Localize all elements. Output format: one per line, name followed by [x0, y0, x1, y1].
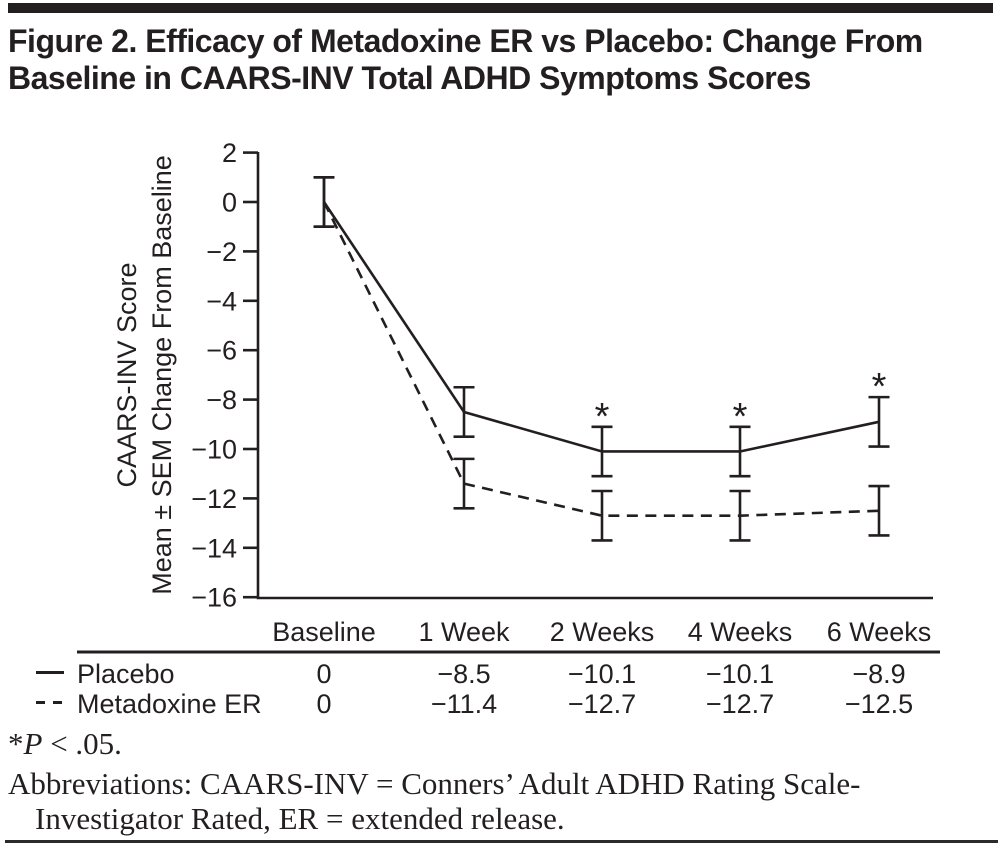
metadoxine-er-legend-line: [36, 701, 64, 704]
abbreviations-note: Abbreviations: CAARS-INV = Conners’ Adul…: [8, 766, 998, 836]
y-axis-title-line: Mean ± SEM Change From Baseline: [147, 155, 177, 595]
asterisk-symbol: *: [8, 726, 24, 761]
table-row-metadoxine-er: Metadoxine ER 0 −11.4 −12.7 −12.7 −12.5: [0, 689, 1003, 719]
figure-title: Figure 2. Efficacy of Metadoxine ER vs P…: [8, 23, 998, 97]
series-name-placebo: Placebo: [77, 659, 175, 689]
abbrev-line-2: Investigator Rated, ER = extended releas…: [35, 801, 565, 836]
table-cell: −10.1: [567, 659, 637, 689]
footer-rule: [5, 840, 998, 843]
y-tick-label: −12: [191, 484, 237, 514]
series-name-metadoxine-er: Metadoxine ER: [77, 689, 262, 719]
x-tick-label: 4 Weeks: [688, 617, 793, 647]
table-cell: −8.9: [852, 659, 906, 689]
y-tick-label: −6: [206, 336, 237, 366]
significance-asterisk: *: [733, 396, 748, 438]
y-tick-label: −2: [206, 237, 237, 267]
y-tick-label: 0: [222, 188, 237, 218]
x-tick-label: 2 Weeks: [550, 617, 655, 647]
table-cell: −11.4: [430, 689, 498, 719]
placebo-legend-line: [36, 671, 64, 674]
header-rule: [8, 3, 993, 13]
abbrev-line-1: Abbreviations: CAARS-INV = Conners’ Adul…: [8, 766, 861, 801]
y-tick-label: −14: [191, 533, 237, 563]
significance-note: *P < .05.: [8, 727, 122, 761]
table-cell: −10.1: [705, 659, 775, 689]
y-tick-label: −8: [206, 385, 237, 415]
table-cell: −12.7: [567, 689, 637, 719]
table-cell: 0: [316, 659, 332, 689]
figure-title-line-2: Baseline in CAARS-INV Total ADHD Symptom…: [8, 60, 811, 96]
p-threshold: < .05.: [42, 726, 122, 761]
significance-asterisk: *: [872, 366, 887, 408]
significance-asterisk: *: [595, 396, 610, 438]
placebo-line: [322, 201, 880, 453]
y-axis-title-line: CAARS-INV Score: [112, 262, 142, 487]
table-row-placebo: Placebo 0 −8.5 −10.1 −10.1 −8.9: [0, 659, 1003, 689]
y-tick-label: −16: [191, 583, 237, 613]
x-tick-label: Baseline: [272, 617, 376, 647]
p-symbol: P: [23, 726, 43, 761]
y-tick-label: −4: [206, 286, 237, 316]
y-tick-label: 2: [222, 138, 237, 168]
x-tick-label: 6 Weeks: [827, 617, 932, 647]
metadoxine-er-line: [322, 201, 880, 517]
table-cell: −12.7: [705, 689, 775, 719]
y-tick-label: −10: [191, 435, 237, 465]
line-chart: 2 0 −2 −4 −6 −8 −10 −12 −14 −16 CAARS-INV Score Mea…: [77, 138, 940, 654]
table-cell: −12.5: [844, 689, 914, 719]
x-tick-label: 1 Week: [418, 617, 510, 647]
figure-title-line-1: Figure 2. Efficacy of Metadoxine ER vs P…: [8, 23, 923, 59]
table-cell: 0: [316, 689, 332, 719]
table-cell: −8.5: [437, 659, 491, 689]
